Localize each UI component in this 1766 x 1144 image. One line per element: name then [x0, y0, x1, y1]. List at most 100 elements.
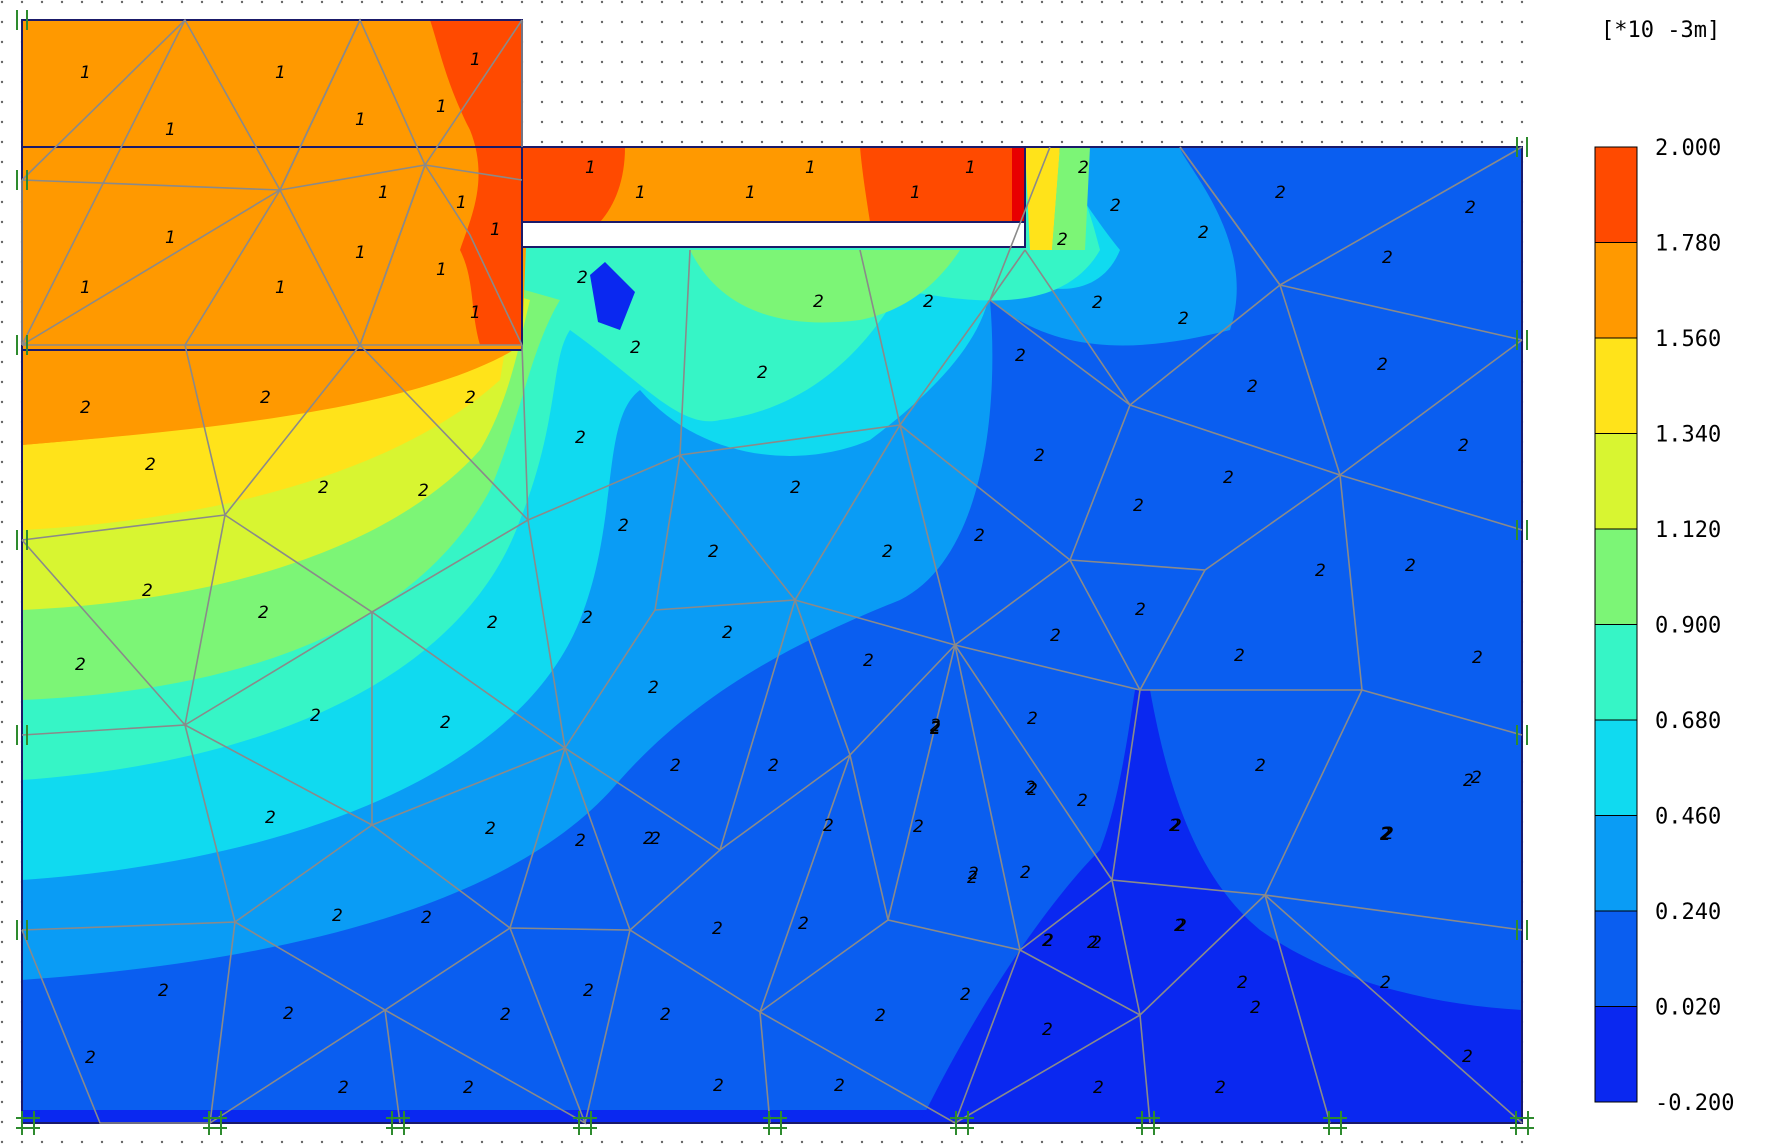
- raft-slab: [521, 146, 1026, 248]
- fixity-marker: [1510, 1111, 1534, 1135]
- cluster-label: 1: [456, 193, 467, 213]
- cluster-label: 2: [930, 718, 941, 738]
- cluster-label: 2: [882, 542, 893, 562]
- fixity-marker: [573, 1111, 597, 1135]
- cluster-label: 2: [712, 919, 723, 939]
- cluster-label: 2: [1462, 1047, 1473, 1067]
- fixity-marker: [16, 920, 28, 940]
- cluster-label: 2: [713, 1076, 724, 1096]
- cluster-label: 2: [500, 1005, 511, 1025]
- cluster-label: 2: [913, 817, 924, 837]
- cluster-label: 2: [1027, 709, 1038, 729]
- fixity-marker: [1323, 1111, 1347, 1135]
- cluster-label: 2: [145, 455, 156, 475]
- cluster-label: 2: [338, 1078, 349, 1098]
- cluster-label: 2: [158, 981, 169, 1001]
- fixity-marker: [16, 530, 28, 550]
- cluster-label: 2: [930, 719, 941, 739]
- cluster-label: 2: [1471, 768, 1482, 788]
- cluster-label: 2: [1255, 756, 1266, 776]
- cluster-label: 2: [577, 268, 588, 288]
- cluster-label: 2: [440, 713, 451, 733]
- cluster-label: 2: [1380, 824, 1391, 844]
- cluster-label: 1: [745, 183, 756, 203]
- fixity-marker: [386, 1111, 410, 1135]
- cluster-label: 2: [421, 908, 432, 928]
- cluster-label: 2: [875, 1006, 886, 1026]
- cluster-label: 2: [834, 1076, 845, 1096]
- fixity-marker: [1516, 520, 1528, 540]
- band-dark-2: [920, 690, 1522, 1123]
- cluster-label: 2: [1382, 824, 1393, 844]
- cluster-label: 2: [1171, 816, 1182, 836]
- fixity-marker: [16, 335, 28, 355]
- cluster-label: 2: [142, 581, 153, 601]
- cluster-label: 2: [1091, 933, 1102, 953]
- legend-swatch: [1594, 337, 1638, 434]
- cluster-label: 2: [485, 819, 496, 839]
- fixity-marker: [203, 1111, 227, 1135]
- cluster-label: 2: [1042, 931, 1053, 951]
- cluster-label: 1: [80, 63, 91, 83]
- cluster-label: 2: [1050, 626, 1061, 646]
- cluster-label: 2: [1315, 561, 1326, 581]
- cluster-label: 2: [1087, 933, 1098, 953]
- cluster-label: 1: [490, 220, 501, 240]
- cluster-label: 2: [75, 655, 86, 675]
- legend-level-label: 0.460: [1655, 805, 1721, 830]
- legend-swatch: [1594, 242, 1638, 339]
- cluster-label: 2: [1380, 825, 1391, 845]
- cluster-label: 2: [1110, 196, 1121, 216]
- band-mid-green: [690, 250, 960, 323]
- fixity-marker: [1516, 725, 1528, 745]
- cluster-label: 1: [275, 63, 286, 83]
- cluster-label: 2: [575, 428, 586, 448]
- cluster-label: 2: [823, 816, 834, 836]
- fixity-marker: [763, 1111, 787, 1135]
- fixity-marker: [16, 10, 28, 30]
- cluster-label: 2: [1463, 771, 1474, 791]
- cluster-label: 2: [813, 292, 824, 312]
- cluster-label: 2: [1250, 998, 1261, 1018]
- fixity-marker: [1516, 920, 1528, 940]
- cluster-label: 2: [1405, 556, 1416, 576]
- legend-level-label: 1.560: [1655, 327, 1721, 352]
- cluster-label: 1: [805, 158, 816, 178]
- cluster-label: 2: [1077, 791, 1088, 811]
- cluster-label: 2: [583, 981, 594, 1001]
- legend: 2.000 1.780 1.560 1.340 1.120 0.900 0.680 0.460…: [1594, 136, 1734, 1116]
- cluster-label: 1: [355, 110, 366, 130]
- cluster-label: 2: [974, 526, 985, 546]
- cluster-label: 1: [165, 228, 176, 248]
- cluster-label: 2: [463, 1078, 474, 1098]
- cluster-label: 2: [1169, 816, 1180, 836]
- block-red: [430, 20, 522, 345]
- legend-swatch: [1594, 146, 1638, 243]
- cluster-label: 2: [1247, 377, 1258, 397]
- legend-level-label: 0.680: [1655, 709, 1721, 734]
- cluster-label: 2: [1042, 1020, 1053, 1040]
- cluster-label: 2: [1465, 198, 1476, 218]
- cluster-label: 2: [260, 388, 271, 408]
- cluster-label: 2: [283, 1004, 294, 1024]
- cluster-label: 1: [635, 183, 646, 203]
- cluster-label: 2: [1015, 346, 1026, 366]
- cluster-label: 2: [1078, 158, 1089, 178]
- cluster-label: 1: [355, 243, 366, 263]
- legend-level-label: -0.200: [1655, 1091, 1734, 1116]
- legend-level-label: 1.340: [1655, 423, 1721, 448]
- legend-swatch: [1594, 624, 1638, 721]
- cluster-label: 2: [575, 831, 586, 851]
- band-raft-edge-green: [1052, 147, 1090, 250]
- cluster-label: 2: [1377, 355, 1388, 375]
- cluster-label: 2: [968, 864, 979, 884]
- fixity-marker: [1136, 1111, 1160, 1135]
- cluster-label: 2: [1382, 248, 1393, 268]
- raft-red-left: [522, 147, 625, 222]
- cluster-label: 2: [618, 516, 629, 536]
- legend-swatch: [1594, 719, 1638, 816]
- legend-level-label: 2.000: [1655, 136, 1721, 161]
- cluster-label: 2: [80, 398, 91, 418]
- cluster-label: 1: [275, 278, 286, 298]
